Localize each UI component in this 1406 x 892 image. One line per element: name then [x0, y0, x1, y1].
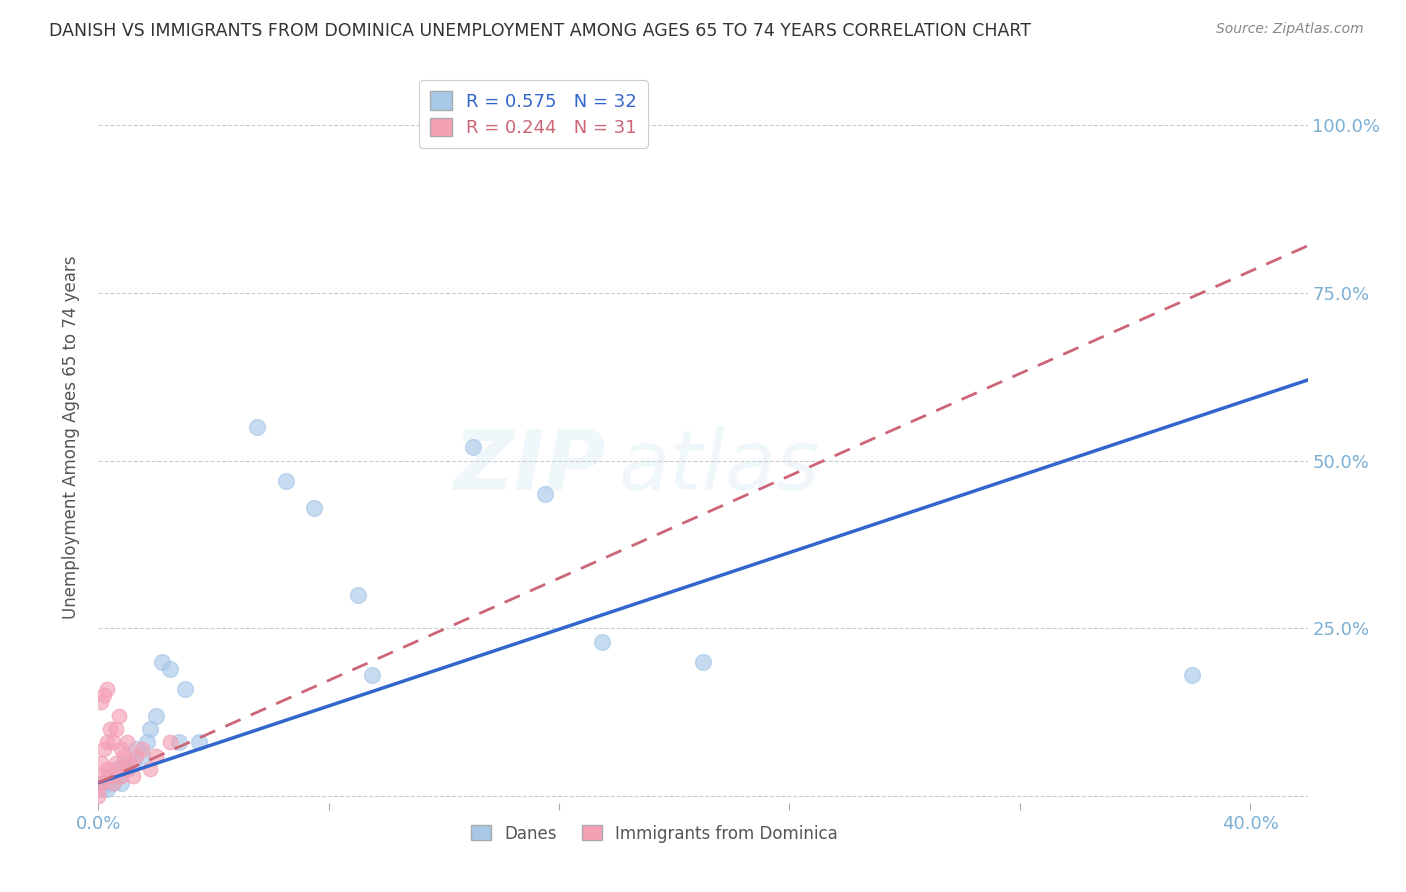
Point [90, 695, 112, 709]
Point [90, 782, 112, 797]
Point [122, 769, 145, 783]
Text: DANISH VS IMMIGRANTS FROM DOMINICA UNEMPLOYMENT AMONG AGES 65 TO 74 YEARS CORREL: DANISH VS IMMIGRANTS FROM DOMINICA UNEMP… [49, 22, 1031, 40]
Point [93, 769, 115, 783]
Point [110, 769, 132, 783]
Point [548, 118, 571, 132]
Point [591, 634, 613, 648]
Point [346, 588, 368, 602]
Point [101, 775, 124, 789]
Point [93, 689, 115, 703]
Point [125, 742, 148, 756]
Point [98, 769, 121, 783]
Point [107, 708, 129, 723]
Point [115, 762, 138, 776]
Point [104, 762, 127, 776]
Legend: Danes, Immigrants from Dominica: Danes, Immigrants from Dominica [464, 818, 845, 849]
Point [87, 782, 110, 797]
Point [90, 775, 112, 789]
Text: ZIP: ZIP [454, 425, 606, 507]
Point [159, 735, 181, 749]
Point [98, 722, 121, 736]
Point [93, 742, 115, 756]
Y-axis label: Unemployment Among Ages 65 to 74 years: Unemployment Among Ages 65 to 74 years [62, 255, 80, 619]
Point [159, 662, 181, 676]
Point [115, 762, 138, 776]
Point [533, 487, 555, 501]
Point [112, 748, 135, 763]
Point [145, 748, 167, 763]
Point [461, 440, 484, 454]
Point [107, 769, 129, 783]
Point [96, 735, 118, 749]
Point [101, 735, 124, 749]
Point [173, 681, 195, 696]
Text: atlas: atlas [619, 425, 820, 507]
Point [131, 742, 153, 756]
Point [361, 668, 384, 682]
Point [188, 735, 211, 749]
Point [1181, 668, 1204, 682]
Point [136, 735, 159, 749]
Point [145, 708, 167, 723]
Point [246, 420, 269, 434]
Point [96, 782, 118, 797]
Point [87, 789, 110, 803]
Point [101, 775, 124, 789]
Point [139, 762, 162, 776]
Point [107, 762, 129, 776]
Point [125, 748, 148, 763]
Point [96, 681, 118, 696]
Point [150, 655, 173, 669]
Point [110, 775, 132, 789]
Point [96, 762, 118, 776]
Point [90, 756, 112, 770]
Point [139, 722, 162, 736]
Text: Source: ZipAtlas.com: Source: ZipAtlas.com [1216, 22, 1364, 37]
Point [98, 769, 121, 783]
Point [112, 756, 135, 770]
Point [692, 655, 714, 669]
Point [167, 735, 190, 749]
Point [93, 775, 115, 789]
Point [104, 722, 127, 736]
Point [120, 756, 142, 770]
Point [122, 756, 145, 770]
Point [104, 756, 127, 770]
Point [304, 500, 326, 515]
Point [115, 735, 138, 749]
Point [110, 742, 132, 756]
Point [131, 748, 153, 763]
Point [274, 474, 297, 488]
